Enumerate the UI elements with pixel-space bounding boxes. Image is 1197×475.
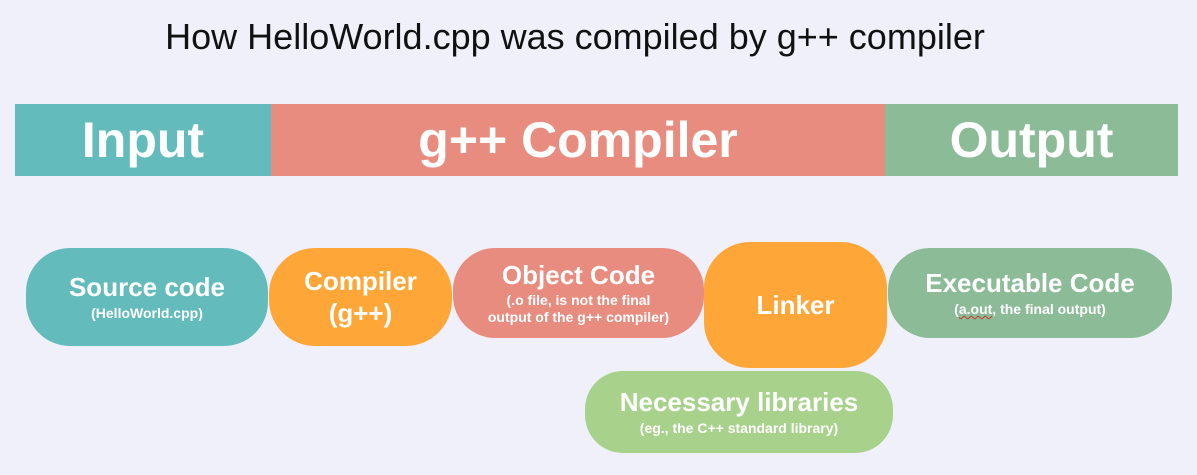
object-code-label: Object Code [501,260,656,290]
libraries-node: Necessary libraries (eg., the C++ standa… [585,371,893,453]
stage-output-header: Output [885,104,1178,176]
executable-code-node: Executable Code (a.out, the final output… [888,248,1172,338]
object-code-node: Object Code (.o file, is not the final o… [453,248,704,338]
stage-input-header: Input [15,104,271,176]
executable-filename: a.out [958,301,993,317]
executable-code-sublabel: (a.out, the final output) [954,300,1106,318]
executable-code-label: Executable Code [925,268,1135,298]
source-code-sublabel: (HelloWorld.cpp) [91,305,203,321]
libraries-label: Necessary libraries [619,387,859,417]
stage-compiler-header: g++ Compiler [271,104,885,176]
object-code-sublabel-line1: (.o file, is not the final [506,292,651,308]
executable-sub-rest: , the final output) [992,301,1106,317]
libraries-sublabel: (eg., the C++ standard library) [639,420,839,436]
object-code-sublabel-line2: output of the g++ compiler) [487,309,670,325]
compiler-label-line1: Compiler [304,266,417,296]
linker-label: Linker [756,290,835,320]
linker-node: Linker [704,242,887,368]
compiler-node: Compiler (g++) [269,248,452,346]
source-code-node: Source code (HelloWorld.cpp) [26,248,268,346]
compiler-label-line2: (g++) [328,298,393,328]
executable-sub-open: ( [954,301,959,317]
diagram-title: How HelloWorld.cpp was compiled by g++ c… [165,16,985,57]
source-code-label: Source code [68,272,226,302]
